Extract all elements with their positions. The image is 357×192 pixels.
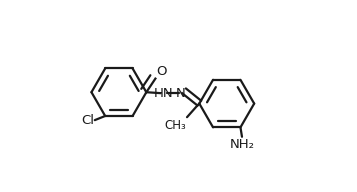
Text: O: O — [156, 65, 167, 78]
Text: HN: HN — [154, 87, 174, 100]
Text: N: N — [176, 87, 186, 100]
Text: CH₃: CH₃ — [165, 119, 186, 132]
Text: Cl: Cl — [81, 114, 94, 127]
Text: NH₂: NH₂ — [230, 138, 255, 151]
